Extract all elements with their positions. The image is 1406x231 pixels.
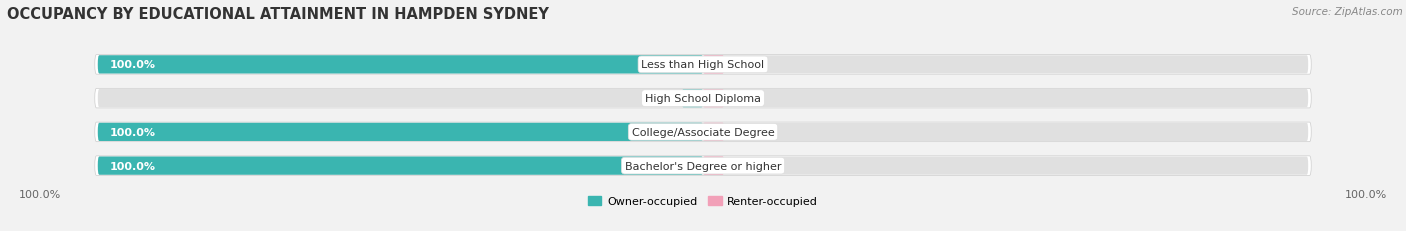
Text: OCCUPANCY BY EDUCATIONAL ATTAINMENT IN HAMPDEN SYDNEY: OCCUPANCY BY EDUCATIONAL ATTAINMENT IN H… xyxy=(7,7,548,22)
FancyBboxPatch shape xyxy=(703,90,724,108)
Text: 0.0%: 0.0% xyxy=(644,94,672,104)
Text: 100.0%: 100.0% xyxy=(110,161,156,171)
FancyBboxPatch shape xyxy=(98,56,703,74)
Text: 0.0%: 0.0% xyxy=(734,60,762,70)
FancyBboxPatch shape xyxy=(98,56,1308,74)
Text: Source: ZipAtlas.com: Source: ZipAtlas.com xyxy=(1292,7,1403,17)
FancyBboxPatch shape xyxy=(98,157,1308,175)
FancyBboxPatch shape xyxy=(94,156,1312,176)
Text: 0.0%: 0.0% xyxy=(734,94,762,104)
FancyBboxPatch shape xyxy=(94,123,1312,142)
FancyBboxPatch shape xyxy=(94,55,1312,75)
Text: Less than High School: Less than High School xyxy=(641,60,765,70)
FancyBboxPatch shape xyxy=(98,123,703,141)
FancyBboxPatch shape xyxy=(682,90,703,108)
Text: 0.0%: 0.0% xyxy=(734,127,762,137)
Text: 100.0%: 100.0% xyxy=(110,127,156,137)
FancyBboxPatch shape xyxy=(703,157,724,175)
FancyBboxPatch shape xyxy=(94,89,1312,108)
FancyBboxPatch shape xyxy=(703,123,724,141)
Legend: Owner-occupied, Renter-occupied: Owner-occupied, Renter-occupied xyxy=(583,191,823,210)
FancyBboxPatch shape xyxy=(703,56,724,74)
FancyBboxPatch shape xyxy=(98,90,1308,108)
Text: College/Associate Degree: College/Associate Degree xyxy=(631,127,775,137)
FancyBboxPatch shape xyxy=(98,123,1308,141)
Text: 100.0%: 100.0% xyxy=(20,189,62,199)
Text: 0.0%: 0.0% xyxy=(734,161,762,171)
Text: 100.0%: 100.0% xyxy=(1344,189,1386,199)
Text: Bachelor's Degree or higher: Bachelor's Degree or higher xyxy=(624,161,782,171)
Text: High School Diploma: High School Diploma xyxy=(645,94,761,104)
FancyBboxPatch shape xyxy=(98,157,703,175)
Text: 100.0%: 100.0% xyxy=(110,60,156,70)
